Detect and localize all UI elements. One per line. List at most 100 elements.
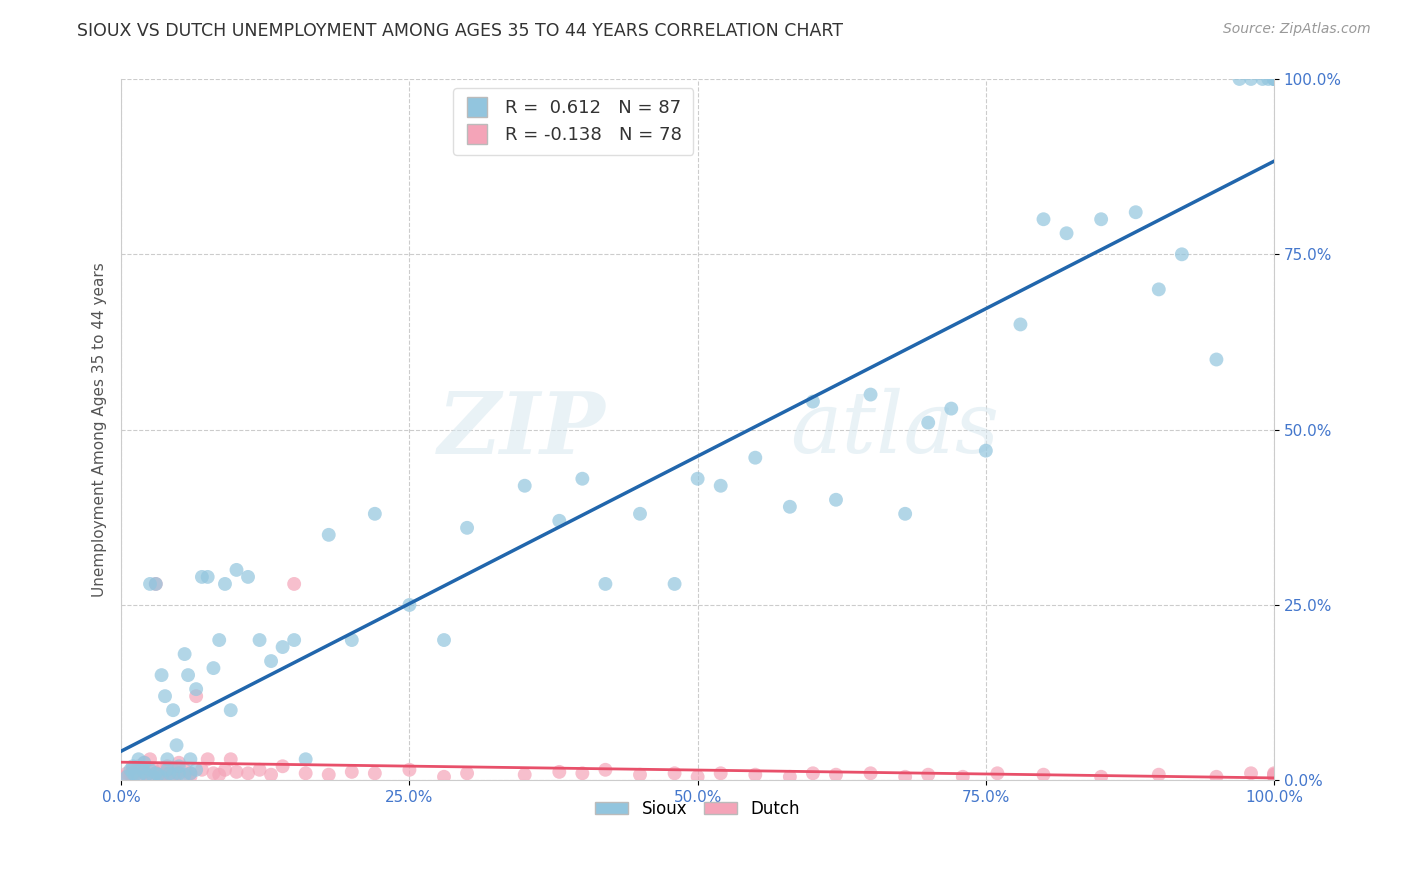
- Point: [135, 767, 157, 781]
- Point: [128, 770, 150, 784]
- Point: [124, 767, 146, 781]
- Point: [260, 654, 283, 668]
- Point: [150, 770, 173, 784]
- Point: [433, 633, 456, 648]
- Point: [167, 767, 190, 781]
- Point: [159, 766, 181, 780]
- Point: [139, 770, 162, 784]
- Point: [236, 766, 259, 780]
- Point: [548, 514, 571, 528]
- Point: [1171, 247, 1194, 261]
- Point: [1263, 770, 1285, 784]
- Point: [941, 401, 963, 416]
- Point: [571, 766, 593, 780]
- Point: [340, 764, 363, 779]
- Text: Source: ZipAtlas.com: Source: ZipAtlas.com: [1223, 22, 1371, 37]
- Point: [283, 577, 305, 591]
- Y-axis label: Unemployment Among Ages 35 to 44 years: Unemployment Among Ages 35 to 44 years: [93, 262, 107, 597]
- Point: [1263, 766, 1285, 780]
- Point: [801, 766, 824, 780]
- Point: [364, 507, 387, 521]
- Point: [179, 766, 201, 780]
- Point: [1090, 212, 1112, 227]
- Point: [1147, 767, 1170, 781]
- Point: [318, 767, 340, 781]
- Point: [115, 770, 138, 784]
- Point: [150, 770, 173, 784]
- Point: [283, 633, 305, 648]
- Point: [162, 770, 184, 784]
- Point: [249, 763, 271, 777]
- Point: [186, 682, 208, 697]
- Point: [179, 770, 201, 784]
- Point: [219, 752, 242, 766]
- Point: [664, 766, 686, 780]
- Point: [1263, 72, 1285, 87]
- Point: [134, 756, 156, 770]
- Point: [128, 767, 150, 781]
- Point: [166, 738, 188, 752]
- Point: [364, 766, 387, 780]
- Point: [202, 661, 225, 675]
- Point: [294, 766, 316, 780]
- Legend: Sioux, Dutch: Sioux, Dutch: [589, 793, 807, 824]
- Point: [271, 759, 294, 773]
- Point: [1263, 770, 1285, 784]
- Point: [214, 577, 236, 591]
- Point: [236, 570, 259, 584]
- Point: [628, 507, 651, 521]
- Text: ZIP: ZIP: [437, 388, 606, 471]
- Point: [128, 759, 150, 773]
- Point: [145, 766, 167, 780]
- Point: [134, 756, 156, 770]
- Point: [340, 633, 363, 648]
- Point: [456, 766, 478, 780]
- Point: [131, 761, 153, 775]
- Point: [513, 767, 536, 781]
- Point: [1147, 282, 1170, 296]
- Text: atlas: atlas: [790, 388, 1000, 471]
- Point: [146, 767, 169, 781]
- Point: [1240, 766, 1263, 780]
- Point: [142, 770, 165, 784]
- Point: [191, 763, 214, 777]
- Point: [1263, 72, 1285, 87]
- Point: [197, 752, 219, 766]
- Point: [744, 450, 766, 465]
- Point: [1240, 72, 1263, 87]
- Point: [1090, 770, 1112, 784]
- Point: [859, 387, 882, 401]
- Point: [186, 689, 208, 703]
- Point: [398, 598, 420, 612]
- Point: [153, 689, 176, 703]
- Point: [114, 770, 136, 784]
- Point: [894, 770, 917, 784]
- Point: [744, 767, 766, 781]
- Point: [134, 764, 156, 779]
- Point: [139, 752, 162, 766]
- Point: [139, 577, 162, 591]
- Point: [779, 500, 801, 514]
- Point: [115, 766, 138, 780]
- Point: [135, 767, 157, 781]
- Point: [146, 767, 169, 781]
- Point: [153, 766, 176, 780]
- Point: [825, 767, 848, 781]
- Point: [686, 472, 709, 486]
- Point: [208, 767, 231, 781]
- Point: [173, 647, 195, 661]
- Point: [859, 766, 882, 780]
- Point: [294, 752, 316, 766]
- Point: [156, 767, 179, 781]
- Point: [249, 633, 271, 648]
- Point: [150, 763, 173, 777]
- Point: [162, 763, 184, 777]
- Point: [167, 756, 190, 770]
- Point: [173, 767, 195, 781]
- Point: [145, 766, 167, 780]
- Point: [595, 577, 617, 591]
- Point: [318, 528, 340, 542]
- Point: [120, 763, 142, 777]
- Point: [1263, 72, 1285, 87]
- Point: [825, 492, 848, 507]
